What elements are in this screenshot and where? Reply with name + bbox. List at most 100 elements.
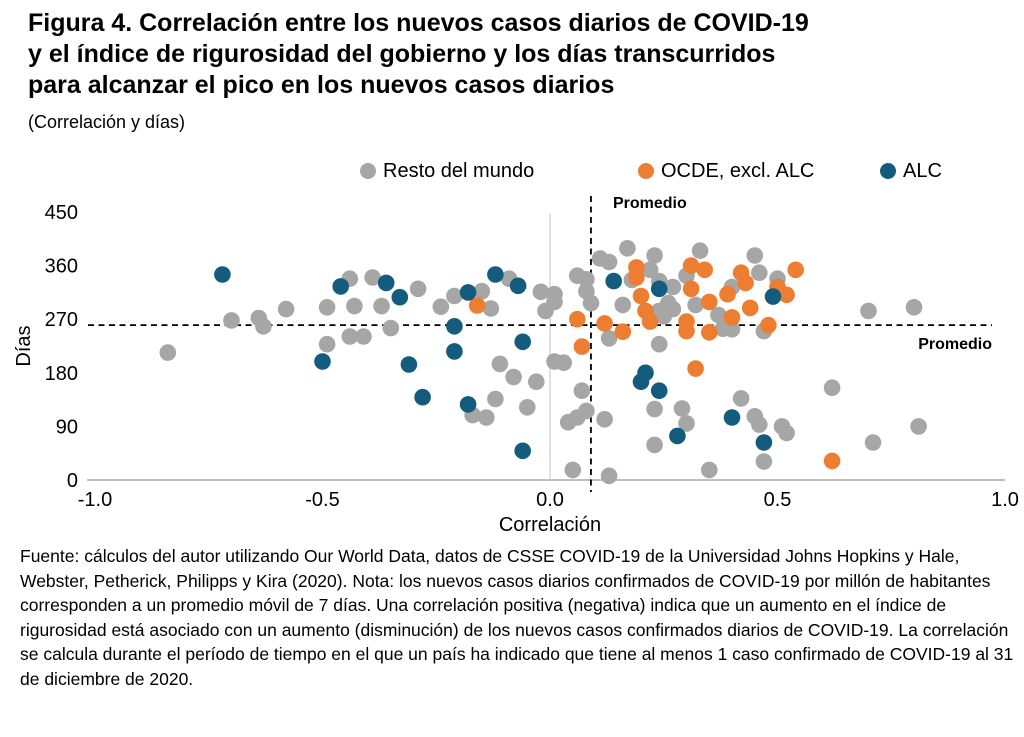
data-point-series-1	[682, 280, 700, 298]
data-point-series-2	[400, 356, 418, 373]
data-point-series-0	[864, 434, 882, 451]
y-tick-label: 270	[45, 309, 78, 331]
data-point-series-0	[701, 461, 718, 479]
data-point-series-0	[673, 400, 691, 417]
data-point-series-0	[505, 368, 522, 386]
data-point-series-2	[414, 388, 431, 406]
data-point-series-0	[318, 299, 336, 316]
x-tick-label: -0.5	[305, 489, 339, 511]
y-tick-label: 0	[67, 470, 78, 492]
y-tick-label: 90	[56, 416, 78, 438]
data-point-series-2	[214, 266, 231, 283]
data-point-series-0	[751, 264, 768, 281]
data-point-series-1	[596, 315, 613, 332]
data-point-series-1	[723, 309, 741, 326]
data-point-series-0	[664, 278, 682, 296]
data-point-series-0	[382, 319, 400, 337]
scatter-plot: 0 90 180 270 360 450 -1.0 -0.5 0.0 0.5 1.0 Días Corr…	[13, 195, 1019, 536]
data-point-series-1	[614, 323, 632, 340]
data-point-series-1	[737, 274, 754, 292]
data-point-series-0	[159, 344, 177, 361]
data-point-series-0	[619, 240, 636, 257]
data-point-series-1	[741, 299, 759, 317]
data-point-series-2	[509, 277, 527, 295]
data-point-series-0	[364, 269, 381, 286]
data-point-series-0	[755, 453, 773, 470]
data-point-series-0	[650, 335, 668, 353]
data-point-series-0	[646, 436, 663, 454]
legend-label-alc: ALC	[903, 159, 942, 182]
data-point-series-2	[459, 284, 477, 301]
data-point-series-0	[751, 416, 768, 433]
legend-item-ocde-excl-alc: OCDE, excl. ALC	[638, 158, 814, 184]
data-point-series-2	[446, 343, 463, 360]
data-point-series-2	[332, 278, 350, 295]
data-point-series-0	[578, 271, 595, 288]
data-point-series-0	[687, 296, 704, 314]
x-tick-label: 1.0	[991, 489, 1019, 511]
figure-title: Figura 4. Correlación entre los nuevos c…	[28, 8, 1008, 101]
data-point-series-1	[823, 452, 841, 470]
data-point-series-0	[564, 461, 582, 479]
data-point-series-0	[614, 296, 632, 314]
data-point-series-2	[723, 409, 741, 426]
data-point-series-0	[691, 242, 709, 259]
x-tick-label: -1.0	[78, 489, 112, 511]
legend-dot-resto-del-mundo-icon	[360, 163, 376, 179]
data-point-series-0	[478, 409, 495, 426]
data-point-series-1	[569, 310, 586, 328]
y-tick-label: 180	[45, 363, 78, 385]
legend-label-resto-del-mundo: Resto del mundo	[383, 159, 535, 182]
data-point-series-0	[355, 328, 372, 345]
data-point-series-0	[600, 253, 618, 271]
data-point-series-0	[341, 328, 359, 345]
data-point-series-1	[787, 261, 804, 279]
data-point-series-1	[573, 338, 591, 355]
data-point-series-0	[346, 297, 363, 315]
data-point-series-0	[710, 306, 727, 324]
data-point-series-0	[746, 247, 764, 264]
mean-correlation-label: Promedio	[613, 195, 687, 212]
data-point-series-0	[573, 382, 591, 399]
mean-days-label: Promedio	[918, 336, 992, 353]
data-point-series-2	[650, 382, 668, 399]
data-point-series-0	[255, 318, 272, 335]
data-point-series-0	[487, 390, 504, 408]
data-point-series-2	[446, 318, 463, 335]
data-point-series-0	[596, 411, 613, 428]
data-point-series-0	[646, 247, 663, 264]
data-point-series-0	[555, 354, 572, 371]
data-point-series-0	[678, 415, 695, 432]
data-point-series-0	[860, 302, 877, 320]
data-point-series-0	[373, 297, 390, 315]
data-point-series-0	[732, 390, 750, 407]
data-point-series-1	[682, 257, 700, 274]
data-point-series-0	[519, 399, 536, 416]
data-point-series-0	[723, 321, 741, 338]
legend-label-ocde-excl-alc: OCDE, excl. ALC	[661, 159, 815, 182]
y-axis-title: Días	[13, 325, 35, 366]
data-point-series-0	[473, 282, 491, 300]
data-point-series-2	[755, 434, 773, 451]
data-point-series-1	[687, 360, 704, 377]
data-point-series-1	[628, 269, 645, 286]
data-point-series-1	[632, 287, 650, 305]
data-point-series-2	[632, 373, 650, 390]
data-point-series-2	[314, 353, 331, 370]
figure-subtitle: (Correlación y días)	[28, 112, 186, 132]
data-point-series-2	[514, 333, 531, 351]
figure-title-line-1: Figura 4. Correlación entre los nuevos c…	[28, 9, 809, 37]
data-point-series-0	[646, 400, 663, 418]
data-point-series-0	[823, 379, 841, 396]
data-point-series-2	[764, 288, 782, 305]
data-point-series-0	[600, 330, 618, 347]
x-tick-label: 0.5	[764, 489, 792, 511]
y-tick-label: 360	[45, 256, 78, 278]
data-point-series-0	[446, 287, 463, 305]
data-point-series-0	[482, 300, 500, 317]
data-point-series-0	[528, 373, 545, 390]
data-point-series-0	[559, 413, 577, 431]
data-point-series-2	[487, 266, 504, 283]
legend-item-alc: ALC	[880, 158, 942, 184]
data-point-series-0	[532, 283, 550, 301]
